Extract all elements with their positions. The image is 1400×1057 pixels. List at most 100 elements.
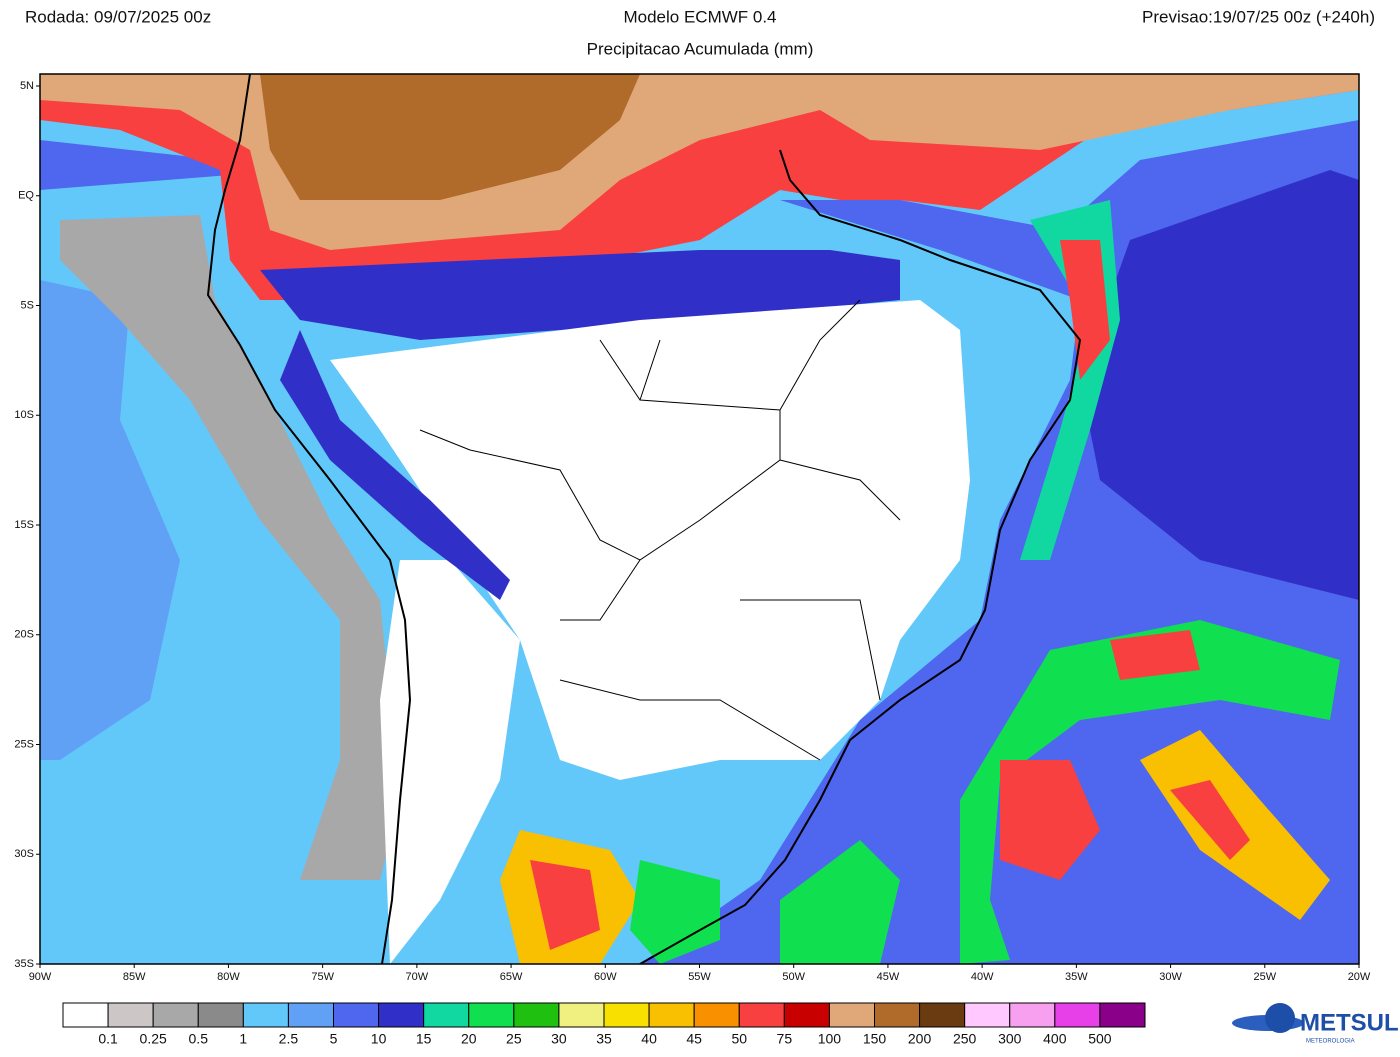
legend-swatch <box>1054 1002 1101 1028</box>
lon-label: 70W <box>406 971 429 983</box>
map <box>40 74 1359 964</box>
lat-label: 10S <box>14 409 34 421</box>
legend-swatch <box>1099 1002 1146 1028</box>
coastline <box>206 74 1082 964</box>
lon-label: 55W <box>688 971 711 983</box>
legend-swatch <box>513 1002 560 1028</box>
legend-swatch <box>874 1002 921 1028</box>
lon-label: 40W <box>971 971 994 983</box>
lon-label: 80W <box>217 971 240 983</box>
legend-label: 0.1 <box>98 1031 118 1047</box>
model-name: Modelo ECMWF 0.4 <box>623 7 776 26</box>
legend-swatch <box>197 1002 244 1028</box>
legend-swatch <box>693 1002 740 1028</box>
lon-label: 25W <box>1253 971 1276 983</box>
legend-label: 75 <box>777 1031 793 1047</box>
legend-label: 5 <box>330 1031 338 1047</box>
legend-label: 500 <box>1088 1031 1112 1047</box>
legend-swatch <box>964 1002 1011 1028</box>
lon-label: 65W <box>500 971 523 983</box>
rain-cell <box>1000 760 1100 880</box>
lon-label: 20W <box>1348 971 1371 983</box>
rain-cell-south <box>530 860 600 950</box>
legend-swatch <box>468 1002 515 1028</box>
legend-swatch <box>242 1002 289 1028</box>
andes-rain <box>280 330 510 600</box>
legend-swatch <box>1009 1002 1056 1028</box>
legend-label: 30 <box>551 1031 567 1047</box>
lat-label: 15S <box>14 519 34 531</box>
legend-label: 45 <box>686 1031 702 1047</box>
lon-label: 85W <box>123 971 146 983</box>
legend-swatch <box>107 1002 154 1028</box>
logo-tagline: METEOROLOGIA <box>1306 1039 1355 1045</box>
legend-swatch <box>783 1002 830 1028</box>
lat-label: 25S <box>14 738 34 750</box>
rain-band-edge <box>260 250 900 340</box>
logo-name: METSUL <box>1300 1009 1399 1036</box>
legend-swatch <box>333 1002 380 1028</box>
lon-label: 75W <box>311 971 334 983</box>
legend-label: 150 <box>863 1031 887 1047</box>
lon-label: 50W <box>782 971 805 983</box>
dry-band <box>60 215 400 880</box>
subtitle: Precipitacao Acumulada (mm) <box>587 39 814 58</box>
run-time: Rodada: 09/07/2025 00z <box>25 7 211 26</box>
lon-label: 30W <box>1159 971 1182 983</box>
legend-label: 15 <box>416 1031 432 1047</box>
legend-label: 10 <box>371 1031 387 1047</box>
legend-swatch <box>378 1002 425 1028</box>
legend-swatch <box>738 1002 785 1028</box>
legend-label: 100 <box>818 1031 842 1047</box>
rain-band <box>960 620 1340 964</box>
lat-label: 5S <box>21 299 34 311</box>
color-legend: 0.1 0.25 0.5 1 2.5 5 10 15 20 25 30 35 40 45 50 75 100 15… <box>62 1002 1146 1047</box>
legend-swatch <box>423 1002 470 1028</box>
legend-label: 50 <box>731 1031 747 1047</box>
rain-cell <box>1110 630 1200 680</box>
legend-label: 20 <box>461 1031 477 1047</box>
pacific-band <box>40 140 230 190</box>
lat-label: 5N <box>20 80 34 92</box>
legend-swatch <box>828 1002 876 1028</box>
legend-label: 2.5 <box>279 1031 299 1047</box>
legend-swatch <box>62 1002 109 1028</box>
rain-band-north <box>260 74 640 200</box>
legend-label: 1 <box>239 1031 247 1047</box>
pacific-band <box>40 280 180 760</box>
legend-label: 250 <box>953 1031 977 1047</box>
legend-label: 25 <box>506 1031 522 1047</box>
lat-label: 20S <box>14 629 34 641</box>
legend-label: 0.5 <box>189 1031 209 1047</box>
lat-label: 30S <box>14 848 34 860</box>
logo: METSUL METEOROLOGIA <box>1232 1003 1399 1045</box>
lon-label: 90W <box>29 971 52 983</box>
dry-interior <box>380 560 520 964</box>
lat-label: EQ <box>18 190 34 202</box>
borders <box>419 299 901 761</box>
legend-swatch <box>648 1002 695 1028</box>
legend-swatch <box>919 1002 966 1028</box>
rain-band <box>780 840 900 964</box>
legend-swatch <box>558 1002 605 1028</box>
rain-cell <box>1170 780 1250 860</box>
ocean-atlantic-core <box>1080 170 1359 600</box>
logo-globe <box>1265 1003 1295 1033</box>
lat-label: 35S <box>14 958 34 970</box>
legend-label: 40 <box>641 1031 657 1047</box>
legend-label: 0.25 <box>140 1031 167 1047</box>
legend-swatch <box>152 1002 199 1028</box>
rain-band <box>1060 240 1110 380</box>
legend-swatch <box>287 1002 334 1028</box>
lon-label: 60W <box>594 971 617 983</box>
legend-label: 400 <box>1043 1031 1067 1047</box>
legend-label: 300 <box>998 1031 1022 1047</box>
rain-cell-south <box>630 860 720 964</box>
legend-swatch <box>603 1002 650 1028</box>
lon-label: 35W <box>1065 971 1088 983</box>
dry-interior <box>330 300 970 780</box>
legend-label: 200 <box>908 1031 932 1047</box>
legend-label: 35 <box>596 1031 612 1047</box>
